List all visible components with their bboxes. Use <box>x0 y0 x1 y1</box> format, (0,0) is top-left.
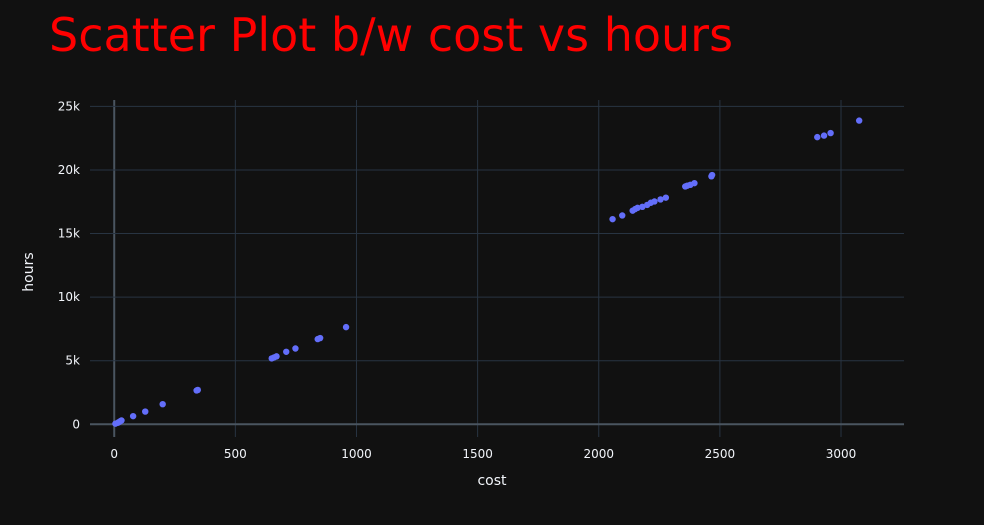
y-axis-title: hours <box>21 252 37 291</box>
x-tick-label: 3000 <box>826 447 857 461</box>
x-tick-label: 1000 <box>341 447 372 461</box>
y-tick-label: 10k <box>58 290 80 304</box>
grid-layer <box>90 100 904 437</box>
data-point[interactable] <box>662 194 670 201</box>
chart-title: Scatter Plot b/w cost vs hours <box>49 8 733 62</box>
data-point[interactable] <box>129 412 137 420</box>
data-point[interactable] <box>651 198 658 205</box>
data-point[interactable] <box>708 171 716 179</box>
y-tick-label: 5k <box>65 354 80 368</box>
y-axis-ticks: 0 5k 10k 15k 20k 25k <box>58 99 80 431</box>
x-tick-label: 500 <box>224 447 247 461</box>
data-point[interactable] <box>118 417 125 424</box>
data-point[interactable] <box>619 212 626 219</box>
data-point[interactable] <box>634 204 641 212</box>
data-points <box>112 117 863 427</box>
data-point[interactable] <box>159 400 166 408</box>
data-point[interactable] <box>292 345 299 352</box>
y-tick-label: 25k <box>58 99 80 113</box>
data-point[interactable] <box>814 133 821 141</box>
data-point[interactable] <box>827 129 834 137</box>
x-axis-ticks: 0 500 1000 1500 2000 2500 3000 <box>110 447 856 461</box>
data-point[interactable] <box>639 203 646 211</box>
data-point[interactable] <box>820 132 828 139</box>
data-point[interactable] <box>316 334 324 342</box>
x-tick-label: 2500 <box>705 447 736 461</box>
data-point[interactable] <box>273 353 280 360</box>
data-point[interactable] <box>657 196 664 203</box>
data-point[interactable] <box>283 348 290 355</box>
data-point[interactable] <box>855 117 863 124</box>
data-point[interactable] <box>691 179 698 187</box>
y-tick-label: 20k <box>58 163 80 177</box>
data-point[interactable] <box>609 215 616 223</box>
x-tick-label: 1500 <box>462 447 493 461</box>
data-point[interactable] <box>142 408 149 415</box>
data-point[interactable] <box>194 386 202 394</box>
x-axis-title: cost <box>477 473 507 489</box>
y-tick-label: 0 <box>72 417 80 431</box>
x-tick-label: 2000 <box>583 447 614 461</box>
x-tick-label: 0 <box>110 447 118 461</box>
data-point[interactable] <box>342 323 350 331</box>
y-tick-label: 15k <box>58 227 80 241</box>
